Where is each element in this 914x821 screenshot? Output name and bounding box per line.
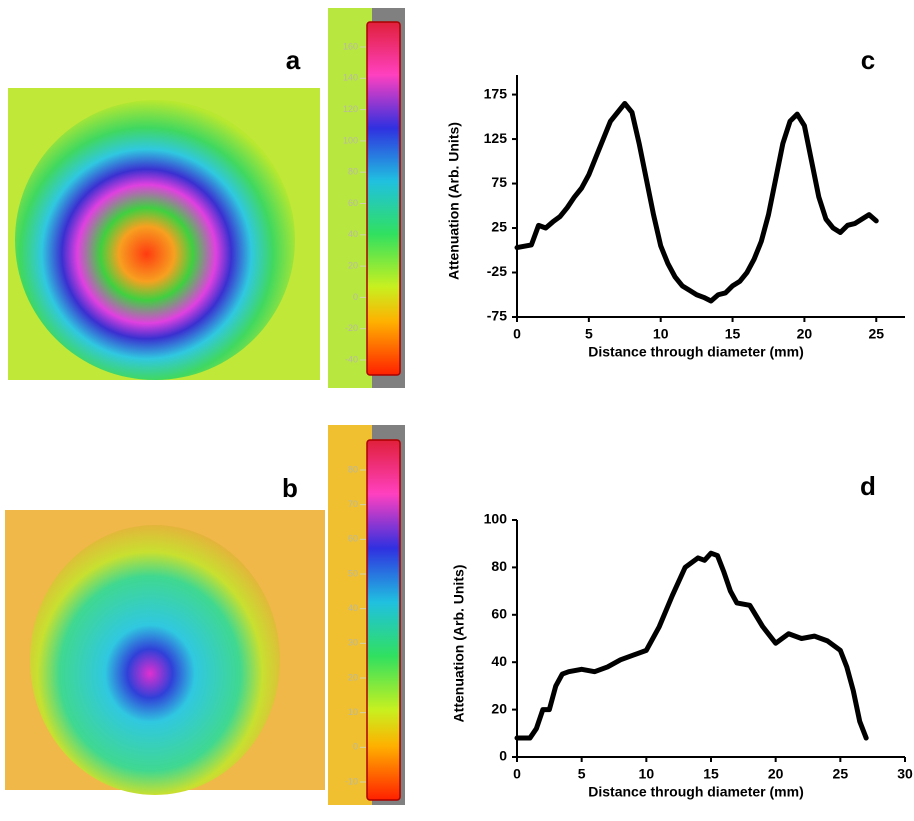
y-tick-label: 20 (491, 700, 507, 716)
colorbar-tick-label: 60 (348, 534, 358, 544)
colorbar-tick-label: 100 (343, 135, 358, 145)
data-line (514, 550, 869, 741)
data-line (514, 100, 879, 304)
colorbar-tick-label: -40 (345, 354, 358, 364)
colorbar-tick-label: 120 (343, 104, 358, 114)
x-tick-label: 0 (513, 326, 521, 342)
x-tick-label: 5 (578, 766, 586, 782)
x-tick-label: 5 (585, 326, 593, 342)
colorbar-tick-label: 60 (348, 198, 358, 208)
image-b (5, 425, 405, 805)
colorbar-tick-label: 80 (348, 464, 358, 474)
colorbar-tick-label: -10 (345, 776, 358, 786)
y-tick-label: -25 (487, 263, 507, 279)
x-tick-label: 10 (653, 326, 669, 342)
x-tick-label: 20 (797, 326, 813, 342)
y-tick-label: -75 (487, 308, 507, 324)
x-tick-label: 30 (897, 766, 913, 782)
colorbar-tick-label: 70 (348, 499, 358, 509)
image-a (8, 8, 405, 388)
colorbar-tick-label: 10 (348, 707, 358, 717)
y-axis-label: Attenuation (Arb. Units) (446, 122, 462, 280)
colorbar-tick-label: 20 (348, 260, 358, 270)
panel-label: d (860, 471, 876, 501)
y-tick-label: 0 (499, 748, 507, 764)
y-tick-label: 60 (491, 606, 507, 622)
x-tick-label: 15 (703, 766, 719, 782)
y-tick-label: 100 (484, 511, 508, 527)
colorbar-tick-label: 50 (348, 568, 358, 578)
x-tick-label: 20 (768, 766, 784, 782)
colorbar-tick-label: 40 (348, 603, 358, 613)
x-tick-label: 10 (639, 766, 655, 782)
panel-label: b (282, 473, 298, 503)
y-tick-label: 40 (491, 653, 507, 669)
y-tick-label: 80 (491, 558, 507, 574)
colorbar-tick-label: -20 (345, 323, 358, 333)
panel-label: a (286, 45, 301, 75)
y-axis-label: Attenuation (Arb. Units) (451, 565, 467, 723)
colorbar-tick-label: 30 (348, 638, 358, 648)
colorbar-tick-label: 80 (348, 167, 358, 177)
x-tick-label: 15 (725, 326, 741, 342)
colorbar-tick-label: 40 (348, 229, 358, 239)
colorbar-tick-label: 140 (343, 73, 358, 83)
panel-label: c (861, 45, 875, 75)
colorbar-tick-label: 0 (353, 292, 358, 302)
x-tick-label: 25 (833, 766, 849, 782)
x-tick-label: 25 (868, 326, 884, 342)
colorbar-tick-label: 0 (353, 742, 358, 752)
y-tick-label: 175 (484, 85, 508, 101)
colorbar-tick-label: 20 (348, 672, 358, 682)
y-tick-label: 25 (491, 219, 507, 235)
x-axis-label: Distance through diameter (mm) (588, 784, 803, 800)
y-tick-label: 75 (491, 174, 507, 190)
colorbar-tick-label: 160 (343, 41, 358, 51)
x-axis-label: Distance through diameter (mm) (588, 344, 803, 360)
y-tick-label: 125 (484, 130, 508, 146)
x-tick-label: 0 (513, 766, 521, 782)
